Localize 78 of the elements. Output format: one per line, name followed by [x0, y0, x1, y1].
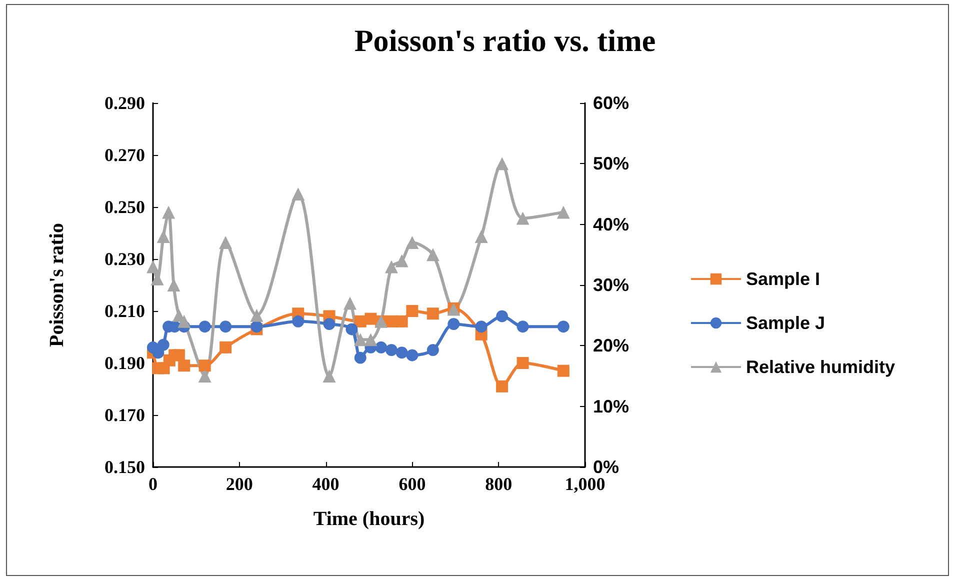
legend-label: Sample J	[746, 313, 826, 333]
y2-tick-label: 0%	[593, 457, 620, 477]
point	[250, 320, 263, 333]
point	[426, 344, 439, 356]
y2-tick-label: 40%	[593, 214, 630, 234]
y2-tick-label: 20%	[593, 336, 630, 356]
point	[395, 254, 408, 268]
point	[150, 272, 164, 286]
y2-tick-label: 30%	[593, 275, 630, 295]
x-axis-title: Time (hours)	[313, 508, 425, 530]
point	[343, 296, 356, 310]
point	[198, 320, 211, 333]
point	[364, 312, 377, 325]
point	[406, 236, 419, 250]
point	[162, 206, 176, 219]
x-tick-label: 0	[148, 474, 158, 494]
point	[426, 248, 440, 262]
point	[448, 318, 460, 330]
x-tick-label: 400	[312, 474, 340, 494]
y-tick-label: 0.230	[104, 249, 145, 269]
point	[172, 349, 185, 362]
y-tick-label: 0.290	[104, 93, 145, 113]
point	[556, 206, 570, 219]
point	[178, 360, 190, 372]
point	[516, 357, 529, 369]
point	[516, 320, 529, 333]
x-tick-label: 800	[485, 474, 512, 494]
point	[146, 260, 160, 274]
y-tick-label: 0.150	[104, 457, 145, 477]
y-tick-label: 0.270	[104, 145, 145, 165]
point	[323, 318, 336, 330]
point	[219, 236, 232, 250]
point	[474, 230, 488, 243]
point	[292, 315, 304, 328]
x-tick-label: 200	[226, 474, 253, 494]
legend-label: Sample I	[746, 269, 820, 289]
point	[406, 349, 418, 362]
y-tick-label: 0.210	[104, 301, 145, 321]
y2-tick-label: 60%	[593, 93, 630, 113]
point	[354, 333, 367, 346]
point	[396, 346, 408, 359]
point	[346, 323, 358, 336]
chart-title: Poisson's ratio vs. time	[354, 23, 656, 58]
legend-label: Relative humidity	[746, 357, 896, 377]
point	[198, 370, 212, 382]
point	[557, 364, 570, 377]
point	[198, 360, 211, 372]
point	[178, 314, 191, 328]
point	[220, 341, 232, 354]
point	[406, 305, 418, 317]
point	[292, 188, 305, 200]
point	[375, 341, 388, 354]
point	[384, 260, 398, 274]
point	[220, 320, 232, 333]
point	[364, 333, 378, 346]
point	[557, 320, 570, 333]
y-tick-label: 0.190	[104, 353, 145, 373]
point	[157, 338, 170, 351]
point	[516, 212, 530, 225]
y2-tick-label: 50%	[593, 154, 630, 174]
y-axis-title: Poisson's ratio	[46, 223, 68, 347]
point	[496, 310, 508, 322]
y2-tick-label: 10%	[593, 396, 630, 416]
point	[496, 380, 508, 392]
point	[354, 352, 366, 364]
point	[250, 308, 264, 322]
x-tick-label: 1,000	[564, 474, 606, 494]
point	[156, 230, 170, 243]
point	[396, 315, 408, 328]
point	[496, 157, 509, 170]
point	[167, 278, 180, 292]
point	[475, 320, 488, 333]
point	[385, 344, 398, 356]
y-tick-label: 0.250	[104, 197, 145, 217]
point	[322, 370, 336, 382]
x-tick-label: 600	[398, 474, 426, 494]
point	[426, 308, 439, 320]
y-tick-label: 0.170	[104, 405, 145, 425]
